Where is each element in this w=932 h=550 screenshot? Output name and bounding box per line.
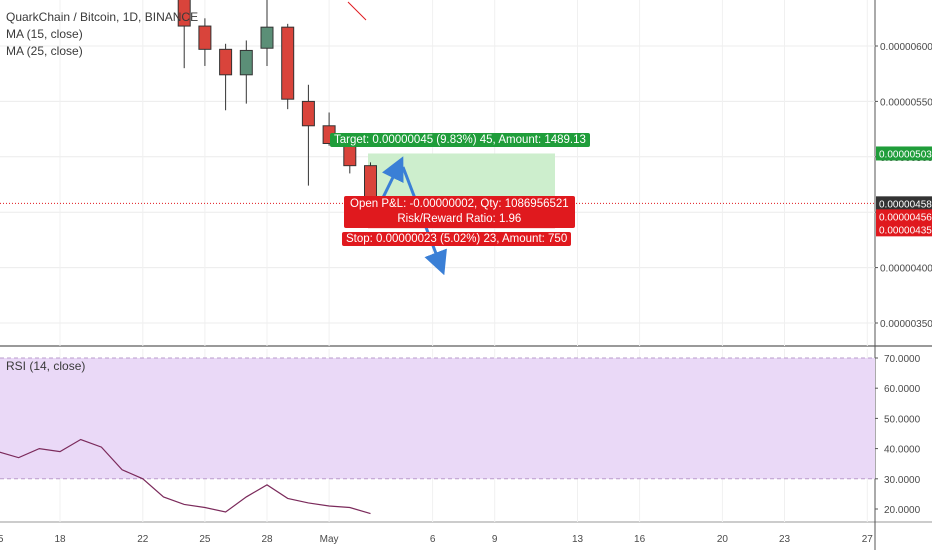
rsi-band bbox=[0, 357, 875, 480]
candle bbox=[281, 23, 295, 110]
svg-text:0.00000503: 0.00000503 bbox=[879, 149, 932, 160]
date-tick-label: 16 bbox=[634, 534, 646, 545]
price-tick-label: 0.00000600 bbox=[880, 42, 932, 53]
date-tick-label: 9 bbox=[492, 534, 498, 545]
candle bbox=[177, 0, 191, 69]
candles bbox=[177, 0, 377, 210]
price-tick-label: 0.00000350 bbox=[880, 319, 932, 330]
trend-line bbox=[347, 1, 367, 21]
open-pnl-label: Open P&L: -0.00000002, Qty: 1086956521 bbox=[350, 198, 569, 210]
date-tick-label: 15 bbox=[0, 534, 4, 545]
rsi-tick-label: 40.0000 bbox=[884, 445, 921, 456]
candle bbox=[301, 84, 315, 186]
candle bbox=[219, 43, 233, 111]
risk-reward-label: Risk/Reward Ratio: 1.96 bbox=[397, 213, 522, 225]
svg-text:0.00000458: 0.00000458 bbox=[879, 199, 932, 210]
open-pnl-box: Open P&L: -0.00000002, Qty: 1086956521 R… bbox=[344, 196, 575, 228]
date-tick-label: 25 bbox=[199, 534, 211, 545]
svg-text:0.00000435: 0.00000435 bbox=[879, 225, 932, 236]
price-tick-label: 0.00000550 bbox=[880, 97, 932, 108]
date-tick-label: 20 bbox=[717, 534, 729, 545]
price-tag: 0.00000456 bbox=[876, 209, 932, 224]
price-tag: 0.00000458 bbox=[876, 196, 932, 211]
date-tick-label: 6 bbox=[430, 534, 436, 545]
candle bbox=[198, 18, 212, 66]
target-label: Target: 0.00000045 (9.83%) 45, Amount: 1… bbox=[330, 133, 590, 147]
price-tag: 0.00000503 bbox=[876, 146, 932, 161]
date-tick-label: 22 bbox=[137, 534, 149, 545]
date-tick-label: 23 bbox=[779, 534, 791, 545]
date-tick-label: 28 bbox=[261, 534, 273, 545]
rsi-tick-label: 70.0000 bbox=[884, 354, 921, 365]
date-tick-label: May bbox=[320, 534, 339, 545]
ma15-label[interactable]: MA (15, close) bbox=[6, 27, 83, 41]
price-tag: 0.00000435 bbox=[876, 222, 932, 237]
rsi-tick-label: 20.0000 bbox=[884, 505, 921, 516]
rsi-line bbox=[0, 438, 371, 515]
svg-text:0.00000456: 0.00000456 bbox=[879, 212, 932, 223]
date-tick-label: 13 bbox=[572, 534, 584, 545]
rsi-tick-label: 50.0000 bbox=[884, 414, 921, 425]
stop-label: Stop: 0.00000023 (5.02%) 23, Amount: 750 bbox=[342, 232, 572, 246]
date-tick-label: 18 bbox=[54, 534, 66, 545]
date-tick-label: 27 bbox=[862, 534, 874, 545]
rsi-series bbox=[0, 438, 371, 515]
ma25-label[interactable]: MA (25, close) bbox=[6, 44, 83, 58]
rsi-title[interactable]: RSI (14, close) bbox=[6, 359, 86, 373]
chart-title: QuarkChain / Bitcoin, 1D, BINANCE bbox=[6, 10, 199, 24]
price-tags: 0.00000503 0.00000458 0.00000456 0.00000435 bbox=[876, 146, 932, 237]
rsi-tick-label: 30.0000 bbox=[884, 475, 921, 486]
price-tick-label: 0.00000400 bbox=[880, 264, 932, 275]
candle bbox=[239, 40, 253, 104]
rsi-tick-label: 60.0000 bbox=[884, 384, 921, 395]
candle bbox=[260, 0, 274, 66]
